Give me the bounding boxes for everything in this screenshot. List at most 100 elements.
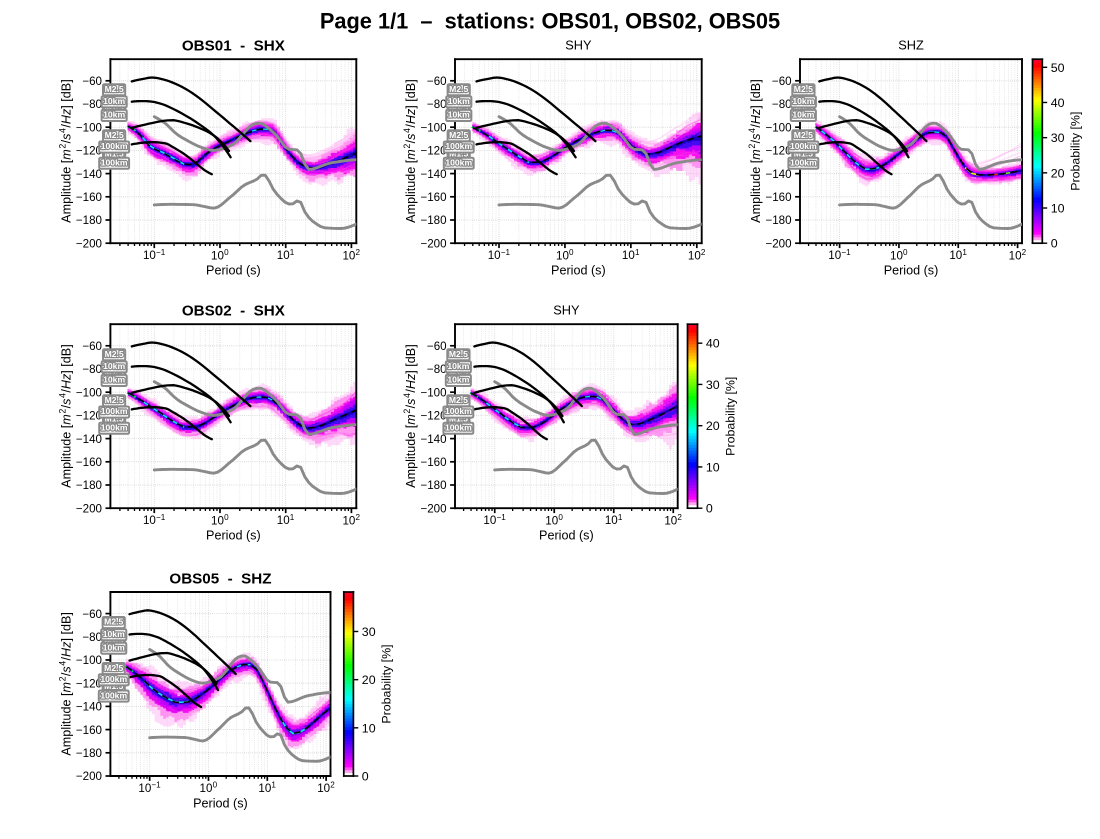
svg-text:100km: 100km (790, 141, 817, 151)
svg-text:Period (s): Period (s) (193, 796, 248, 810)
svg-text:−140: −140 (420, 433, 446, 446)
svg-text:−160: −160 (76, 456, 102, 469)
svg-text:1 0 0: 1 0 0 (545, 511, 563, 528)
svg-text:0: 0 (706, 502, 713, 516)
svg-text:−140: −140 (76, 168, 102, 181)
svg-text:−200: −200 (765, 237, 791, 250)
svg-text:M2.5: M2.5 (105, 349, 124, 359)
svg-text:−120: −120 (765, 145, 791, 158)
svg-text:10km: 10km (103, 361, 125, 371)
svg-text:10km: 10km (447, 375, 469, 385)
svg-text:20: 20 (362, 673, 376, 687)
svg-text:−60: −60 (82, 608, 102, 621)
svg-text:−200: −200 (420, 237, 446, 250)
svg-text:−100: −100 (765, 121, 791, 134)
svg-text:−200: −200 (76, 237, 102, 250)
svg-text:10km: 10km (103, 96, 125, 106)
svg-text:1 0 − 1: 1 0 − 1 (143, 242, 166, 263)
svg-text:A m p l i t u d e: A m p l i t u d e [ / / ] [ d B ] m s H … (397, 340, 419, 488)
svg-text:1 0 1: 1 0 1 (258, 779, 276, 796)
svg-text:−140: −140 (76, 701, 102, 714)
svg-text:−160: −160 (420, 456, 446, 469)
svg-text:SHY: SHY (553, 303, 580, 318)
svg-text:10km: 10km (103, 375, 125, 385)
svg-text:Period (s): Period (s) (206, 264, 261, 278)
svg-text:OBS02 - SHX: OBS02 - SHX (182, 303, 285, 320)
svg-text:A m p l i t u d e: A m p l i t u d e [ / / ] [ d B ] m s H … (742, 75, 764, 223)
svg-text:−80: −80 (772, 98, 792, 111)
svg-text:−80: −80 (427, 363, 447, 376)
svg-text:10: 10 (362, 721, 376, 735)
svg-text:−100: −100 (76, 654, 102, 667)
svg-text:1 0 2: 1 0 2 (342, 511, 360, 528)
svg-text:Period (s): Period (s) (206, 529, 261, 543)
svg-text:100km: 100km (445, 141, 472, 151)
svg-text:Probability [%]: Probability [%] (1068, 112, 1082, 191)
svg-text:−60: −60 (772, 75, 792, 88)
svg-text:−80: −80 (82, 98, 102, 111)
svg-text:−80: −80 (427, 98, 447, 111)
svg-text:−100: −100 (76, 386, 102, 399)
svg-text:Probability [%]: Probability [%] (724, 377, 738, 456)
svg-text:OBS05 - SHZ: OBS05 - SHZ (169, 571, 271, 588)
svg-text:M2.5: M2.5 (105, 130, 124, 140)
svg-text:−120: −120 (76, 677, 102, 690)
svg-text:M2.5: M2.5 (105, 395, 124, 405)
svg-text:−100: −100 (420, 121, 446, 134)
svg-text:A m p l i t u d e: A m p l i t u d e [ / / ] [ d B ] m s H … (53, 75, 75, 223)
svg-text:−120: −120 (420, 410, 446, 423)
svg-text:−180: −180 (765, 214, 791, 227)
svg-text:−120: −120 (76, 410, 102, 423)
svg-text:10km: 10km (448, 96, 470, 106)
svg-text:−160: −160 (76, 724, 102, 737)
svg-text:Period (s): Period (s) (884, 264, 939, 278)
svg-text:100km: 100km (100, 674, 127, 684)
svg-text:1 0 2: 1 0 2 (688, 246, 706, 263)
svg-text:−180: −180 (420, 479, 446, 492)
svg-text:10km: 10km (103, 642, 125, 652)
svg-text:−160: −160 (765, 191, 791, 204)
svg-text:M2.5: M2.5 (104, 663, 123, 673)
svg-text:1 0 1: 1 0 1 (949, 246, 967, 263)
svg-text:M2.5: M2.5 (105, 84, 124, 94)
svg-text:1 0 1: 1 0 1 (277, 246, 295, 263)
svg-text:100km: 100km (101, 157, 128, 167)
svg-text:−60: −60 (82, 75, 102, 88)
svg-text:1 0 0: 1 0 0 (200, 779, 218, 796)
svg-text:A m p l i t u d e: A m p l i t u d e [ / / ] [ d B ] m s H … (397, 75, 419, 223)
svg-text:40: 40 (706, 337, 720, 351)
svg-text:−200: −200 (420, 502, 446, 515)
svg-text:1 0 1: 1 0 1 (622, 246, 640, 263)
svg-text:0: 0 (1051, 237, 1058, 251)
svg-text:−160: −160 (420, 191, 446, 204)
svg-text:1 0 − 1: 1 0 − 1 (143, 507, 166, 528)
svg-text:Page 1/1 – stations: OBS01,: Page 1/1 – stations: OBS01, OBS02, OBS05 (320, 9, 780, 34)
svg-text:10km: 10km (103, 629, 125, 639)
svg-text:10: 10 (1051, 202, 1065, 216)
svg-text:100km: 100km (790, 157, 817, 167)
svg-text:0: 0 (362, 769, 369, 783)
svg-text:100km: 100km (445, 422, 472, 432)
svg-text:−60: −60 (427, 75, 447, 88)
svg-text:M2.5: M2.5 (449, 395, 468, 405)
svg-text:1 0 2: 1 0 2 (342, 246, 360, 263)
svg-text:Period (s): Period (s) (551, 264, 606, 278)
svg-text:30: 30 (706, 378, 720, 392)
svg-text:A m p l i t u d e: A m p l i t u d e [ / / ] [ d B ] m s H … (53, 608, 75, 756)
svg-text:M2.5: M2.5 (449, 130, 468, 140)
svg-text:M2.5: M2.5 (449, 349, 468, 359)
svg-text:1 0 1: 1 0 1 (605, 511, 623, 528)
svg-text:100km: 100km (445, 157, 472, 167)
svg-text:−100: −100 (76, 121, 102, 134)
svg-text:10km: 10km (792, 96, 814, 106)
svg-text:30: 30 (1051, 131, 1065, 145)
svg-text:1 0 2: 1 0 2 (1009, 246, 1027, 263)
svg-text:1 0 0: 1 0 0 (211, 511, 229, 528)
svg-text:−120: −120 (76, 145, 102, 158)
svg-text:−140: −140 (765, 168, 791, 181)
svg-text:Period (s): Period (s) (539, 529, 594, 543)
svg-text:20: 20 (1051, 166, 1065, 180)
svg-text:M2.5: M2.5 (449, 84, 468, 94)
svg-text:−120: −120 (420, 145, 446, 158)
svg-text:−80: −80 (82, 363, 102, 376)
